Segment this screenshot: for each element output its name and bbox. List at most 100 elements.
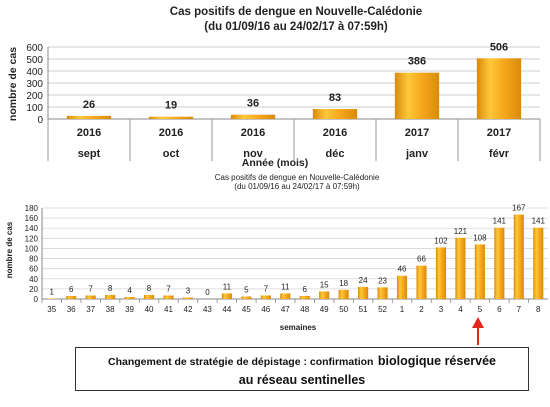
chart2-category-label: 4 bbox=[458, 305, 463, 314]
chart2-data-label: 8 bbox=[108, 284, 113, 293]
chart1-bar bbox=[312, 109, 358, 119]
annotation-box: Changement de stratégie de dépistage : c… bbox=[75, 347, 529, 391]
chart2-category-label: 42 bbox=[184, 305, 193, 314]
chart2-ytick-label: 80 bbox=[29, 255, 38, 264]
chart1-category-month: déc bbox=[326, 148, 345, 160]
chart2-bar bbox=[105, 294, 116, 299]
chart2-data-label: 3 bbox=[186, 286, 191, 295]
chart2-bar bbox=[377, 287, 388, 299]
chart2-bar bbox=[513, 214, 524, 299]
chart2-category-label: 46 bbox=[261, 305, 270, 314]
chart2-data-label: 8 bbox=[147, 284, 152, 293]
chart1-category-month: févr bbox=[489, 148, 510, 160]
chart1-category-month: nov bbox=[243, 148, 263, 160]
chart2-data-label: 167 bbox=[512, 204, 526, 213]
chart2-data-label: 24 bbox=[359, 276, 368, 285]
annotation-part2: biologique réservée bbox=[377, 354, 497, 368]
chart1-bar bbox=[148, 116, 194, 119]
chart2-category-label: 43 bbox=[203, 305, 212, 314]
chart1-data-label: 36 bbox=[247, 98, 259, 110]
chart2-category-label: 40 bbox=[145, 305, 154, 314]
chart2-data-label: 11 bbox=[223, 282, 232, 291]
chart2-ytick-label: 100 bbox=[25, 244, 39, 253]
chart1-category-year: 2016 bbox=[77, 127, 101, 139]
chart2-data-label: 0 bbox=[205, 288, 210, 297]
chart2-bar bbox=[416, 265, 427, 299]
chart1-category-year: 2017 bbox=[405, 127, 429, 139]
chart2-category-label: 48 bbox=[300, 305, 309, 314]
chart2-bar bbox=[533, 227, 544, 299]
annotation-part1: Changement de stratégie de dépistage : c… bbox=[107, 356, 374, 368]
chart2-category-label: 5 bbox=[478, 305, 483, 314]
chart2-category-label: 49 bbox=[320, 305, 329, 314]
chart2-category-label: 2 bbox=[419, 305, 424, 314]
chart1-ylabel: nombre de cas bbox=[7, 47, 19, 121]
arrow-head-icon bbox=[472, 317, 484, 328]
chart2-ytick-label: 40 bbox=[29, 275, 38, 284]
chart2-category-label: 3 bbox=[439, 305, 444, 314]
chart2-data-label: 5 bbox=[244, 285, 249, 294]
chart2-category-label: 44 bbox=[222, 305, 231, 314]
chart2-xlabel: semaines bbox=[280, 323, 317, 332]
chart2-ylabel: nombre de cas bbox=[5, 221, 14, 278]
chart2-category-label: 38 bbox=[106, 305, 115, 314]
chart1-ytick-label: 400 bbox=[26, 67, 43, 78]
chart1-category-month: janv bbox=[405, 148, 429, 160]
chart2-ytick-label: 160 bbox=[25, 214, 39, 223]
chart2-bar bbox=[66, 295, 77, 299]
chart2-category-label: 1 bbox=[400, 305, 405, 314]
chart2-category-label: 52 bbox=[378, 305, 387, 314]
chart2-bar bbox=[241, 296, 252, 299]
chart2-bar bbox=[494, 227, 505, 299]
chart2-category-label: 8 bbox=[536, 305, 541, 314]
chart2-category-label: 35 bbox=[47, 305, 56, 314]
chart1-data-label: 506 bbox=[490, 41, 508, 53]
chart1-ytick-label: 600 bbox=[26, 43, 43, 54]
chart1-data-label: 386 bbox=[408, 56, 426, 68]
chart1-category-year: 2016 bbox=[241, 127, 265, 139]
chart2-subtitle: (du 01/09/16 au 24/02/17 à 07:59h) bbox=[234, 182, 360, 191]
chart2-bar bbox=[221, 293, 232, 299]
chart1-title: Cas positifs de dengue en Nouvelle-Caléd… bbox=[170, 6, 422, 18]
chart1-category-year: 2016 bbox=[323, 127, 347, 139]
chart2-data-label: 7 bbox=[264, 284, 269, 293]
chart2-bar bbox=[280, 293, 291, 299]
chart2-bar bbox=[358, 286, 369, 299]
chart2-data-label: 23 bbox=[378, 276, 387, 285]
chart1-xlabel: Année (mois) bbox=[242, 157, 309, 169]
chart1-category-month: sept bbox=[78, 148, 101, 160]
chart2-data-label: 102 bbox=[434, 236, 448, 245]
chart1-ytick-label: 500 bbox=[26, 55, 43, 66]
chart2-bar bbox=[260, 295, 271, 299]
chart2-data-label: 141 bbox=[493, 217, 507, 226]
chart2-data-label: 121 bbox=[454, 227, 468, 236]
chart2-data-label: 18 bbox=[339, 279, 348, 288]
chart2-data-label: 15 bbox=[320, 280, 329, 289]
chart2-bar bbox=[338, 289, 349, 299]
chart2-data-label: 7 bbox=[88, 284, 93, 293]
chart2-data-label: 108 bbox=[473, 233, 487, 242]
chart2-data-label: 6 bbox=[69, 285, 74, 294]
chart2-bar bbox=[46, 298, 57, 299]
chart2-category-label: 36 bbox=[67, 305, 76, 314]
chart2-bar bbox=[319, 291, 330, 299]
chart2-category-label: 6 bbox=[497, 305, 502, 314]
chart1-bar bbox=[394, 72, 440, 119]
chart2-category-label: 51 bbox=[359, 305, 368, 314]
chart2-ytick-label: 120 bbox=[25, 234, 39, 243]
chart2-ytick-label: 140 bbox=[25, 224, 39, 233]
chart2-bar bbox=[474, 244, 485, 299]
chart2-bar bbox=[396, 275, 408, 299]
annotation-part3: au réseau sentinelles bbox=[238, 373, 366, 387]
chart1-ytick-label: 0 bbox=[37, 115, 43, 126]
chart2-category-label: 45 bbox=[242, 305, 251, 314]
chart2-bar bbox=[163, 295, 174, 299]
chart2-category-label: 50 bbox=[339, 305, 348, 314]
chart2-category-label: 41 bbox=[164, 305, 173, 314]
chart2-data-label: 46 bbox=[398, 265, 407, 274]
chart2-bar bbox=[124, 296, 135, 299]
chart2-ytick-label: 0 bbox=[34, 295, 39, 304]
chart1-bar bbox=[476, 58, 522, 119]
chart2-data-label: 4 bbox=[127, 286, 132, 295]
